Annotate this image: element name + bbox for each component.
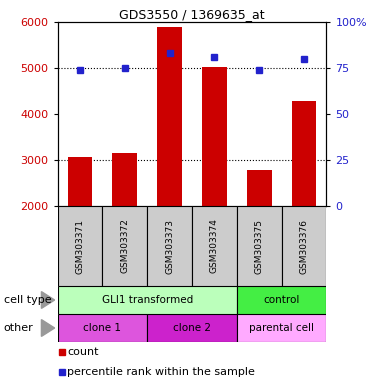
Text: other: other (4, 323, 33, 333)
Bar (58, 314, 147, 342)
Bar (237, 286, 326, 314)
Text: count: count (67, 347, 98, 357)
Text: percentile rank within the sample: percentile rank within the sample (67, 367, 255, 377)
Text: GSM303375: GSM303375 (255, 218, 264, 273)
Text: clone 2: clone 2 (173, 323, 211, 333)
Bar (292, 101, 316, 206)
Text: GLI1 transformed: GLI1 transformed (102, 295, 193, 305)
Bar (147, 206, 192, 286)
Text: GSM303373: GSM303373 (165, 218, 174, 273)
Text: control: control (263, 295, 300, 305)
Bar (102, 206, 147, 286)
Bar (237, 206, 282, 286)
Bar (157, 26, 182, 206)
Text: clone 1: clone 1 (83, 323, 121, 333)
Polygon shape (42, 291, 55, 308)
Text: parental cell: parental cell (249, 323, 314, 333)
Bar (58, 286, 237, 314)
Title: GDS3550 / 1369635_at: GDS3550 / 1369635_at (119, 8, 265, 21)
Bar (147, 314, 237, 342)
Text: GSM303371: GSM303371 (75, 218, 85, 273)
Bar (68, 157, 92, 206)
Text: cell type: cell type (4, 295, 51, 305)
Text: GSM303374: GSM303374 (210, 218, 219, 273)
Bar (58, 206, 102, 286)
Bar (202, 67, 227, 206)
Bar (282, 206, 326, 286)
Bar (247, 170, 272, 206)
Bar (192, 206, 237, 286)
Bar (112, 152, 137, 206)
Polygon shape (42, 319, 55, 336)
Text: GSM303372: GSM303372 (120, 218, 129, 273)
Text: GSM303376: GSM303376 (299, 218, 309, 273)
Bar (237, 314, 326, 342)
